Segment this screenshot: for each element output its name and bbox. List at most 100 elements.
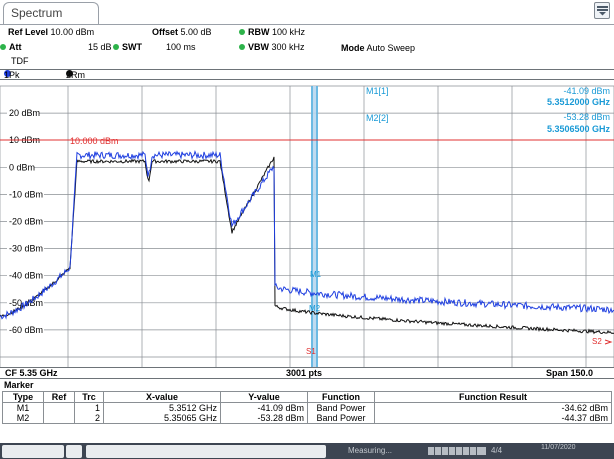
- marker-table-title: Marker: [4, 380, 34, 390]
- cell-function: Band Power: [307, 402, 375, 413]
- tab-spectrum[interactable]: Spectrum: [3, 2, 99, 24]
- cell-x-value: 5.3512 GHz: [103, 402, 221, 413]
- y-axis-label-bg: [7, 134, 39, 145]
- att-label: Att: [9, 42, 22, 52]
- table-row[interactable]: M1 1 5.3512 GHz -41.09 dBm Band Power -3…: [2, 402, 612, 413]
- date-display: 11/07/2020: [541, 444, 576, 451]
- y-axis-label-bg: [7, 161, 34, 172]
- table-row[interactable]: M2 2 5.35065 GHz -53.28 dBm Band Power -…: [2, 413, 612, 424]
- marker-1-readout-freq: 5.3512000 GHz: [547, 97, 611, 107]
- swt-value: 100 ms: [166, 42, 196, 52]
- rbw-indicator-icon: [239, 29, 245, 35]
- cell-ref: [43, 402, 75, 413]
- rbw-setting[interactable]: RBW 100 kHz: [239, 27, 305, 37]
- cell-y-value: -53.28 dBm: [220, 413, 308, 424]
- swt-setting[interactable]: SWT: [113, 42, 142, 52]
- sweep-points[interactable]: 3001 pts: [286, 368, 323, 378]
- col-function: Function: [307, 391, 375, 403]
- sweep-progress-icon: [428, 447, 486, 455]
- trace-1-dot-icon: [4, 70, 11, 77]
- col-y-value: Y-value: [220, 391, 308, 403]
- ref-level-setting[interactable]: Ref Level 10.00 dBm: [8, 27, 94, 37]
- taskbar-small-button[interactable]: [66, 445, 82, 458]
- marker-1-readout-level: -41.09 dBm: [563, 86, 610, 96]
- col-ref: Ref: [43, 391, 75, 403]
- taskbar-input-field[interactable]: [86, 445, 326, 458]
- y-axis-label: -30 dBm: [9, 244, 43, 254]
- vbw-value: 300 kHz: [271, 42, 305, 52]
- marker-2-readout-label: M2[2]: [366, 113, 389, 123]
- y-axis-label: 20 dBm: [9, 108, 40, 118]
- marker-2-readout-level: -53.28 dBm: [563, 112, 610, 122]
- y-axis-label: -20 dBm: [9, 217, 43, 227]
- tab-bar: [0, 0, 614, 24]
- cell-trc: 2: [74, 413, 104, 424]
- col-type: Type: [2, 391, 44, 403]
- cell-trc: 1: [74, 402, 104, 413]
- marker-1-readout-label: M1[1]: [366, 86, 389, 96]
- y-axis-label: -40 dBm: [9, 271, 43, 281]
- marker-table[interactable]: Type Ref Trc X-value Y-value Function Fu…: [2, 391, 612, 424]
- trace-bar: 1Pk Max 2Rm AvgPwr: [0, 69, 614, 90]
- plot-background: [0, 80, 614, 367]
- cell-function: Band Power: [307, 413, 375, 424]
- measuring-status: Measuring...: [348, 446, 393, 455]
- center-frequency[interactable]: CF 5.35 GHz: [5, 368, 58, 378]
- taskbar-button[interactable]: [2, 445, 64, 458]
- offset-label: Offset: [152, 27, 179, 37]
- marker-2-readout-freq: 5.3506500 GHz: [547, 124, 611, 134]
- menu-icon[interactable]: [594, 2, 610, 19]
- marker-2-tag: M2: [309, 304, 321, 313]
- y-axis-label-bg: [7, 323, 44, 334]
- cell-y-value: -41.09 dBm: [220, 402, 308, 413]
- y-axis-label-bg: [7, 269, 44, 280]
- sweep-count: 4/4: [491, 446, 503, 455]
- marker-table-header: Marker: [0, 380, 614, 391]
- cell-ref: [43, 413, 75, 424]
- cell-type: M2: [2, 413, 44, 424]
- col-function-result: Function Result: [374, 391, 612, 403]
- marker-band-highlight: [311, 86, 318, 367]
- marker-1-tag: M1: [310, 270, 322, 279]
- trace-2-avgpwr: [0, 156, 614, 335]
- mode-setting[interactable]: Mode Auto Sweep: [341, 43, 415, 53]
- vbw-indicator-icon: [239, 44, 245, 50]
- mode-value: Auto Sweep: [366, 43, 416, 53]
- trace-2-dot-icon: [66, 70, 73, 77]
- cell-function-result: -34.62 dBm: [374, 402, 612, 413]
- att-value: 15 dB: [88, 42, 112, 52]
- ref-level-label: Ref Level: [8, 27, 49, 37]
- y-axis-label: -10 dBm: [9, 189, 43, 199]
- cell-x-value: 5.35065 GHz: [103, 413, 221, 424]
- limit-s1-tag: S1: [306, 347, 316, 356]
- col-x-value: X-value: [103, 391, 221, 403]
- y-axis-label: -60 dBm: [9, 325, 43, 335]
- swt-indicator-icon: [113, 44, 119, 50]
- vbw-label: VBW: [248, 42, 269, 52]
- vbw-setting[interactable]: VBW 300 kHz: [239, 42, 305, 52]
- y-axis-label-bg: [7, 242, 44, 253]
- att-setting[interactable]: Att: [0, 42, 22, 52]
- marker-table-head-row: Type Ref Trc X-value Y-value Function Fu…: [2, 391, 612, 403]
- reference-level-label: 10.000 dBm: [70, 136, 119, 146]
- tdf-label: TDF: [11, 56, 29, 66]
- y-axis-label: 0 dBm: [9, 162, 35, 172]
- cell-function-result: -44.37 dBm: [374, 413, 612, 424]
- sweep-status-bar: CF 5.35 GHz 3001 pts Span 150.0 MHz: [0, 367, 614, 389]
- offset-value: 5.00 dB: [180, 27, 212, 37]
- att-indicator-icon: [0, 44, 6, 50]
- y-axis-label-bg: [7, 107, 39, 118]
- limit-s2-arrow-icon: [604, 339, 613, 345]
- y-axis-label-bg: [7, 215, 44, 226]
- rbw-label: RBW: [248, 27, 270, 37]
- offset-setting[interactable]: Offset 5.00 dB: [152, 27, 212, 37]
- limit-s2-tag: S2: [592, 337, 602, 346]
- mode-label: Mode: [341, 43, 365, 53]
- tab-divider: [0, 24, 614, 25]
- swt-label: SWT: [122, 42, 142, 52]
- col-trc: Trc: [74, 391, 104, 403]
- plot-grid: [0, 85, 614, 367]
- ref-level-value: 10.00 dBm: [50, 27, 95, 37]
